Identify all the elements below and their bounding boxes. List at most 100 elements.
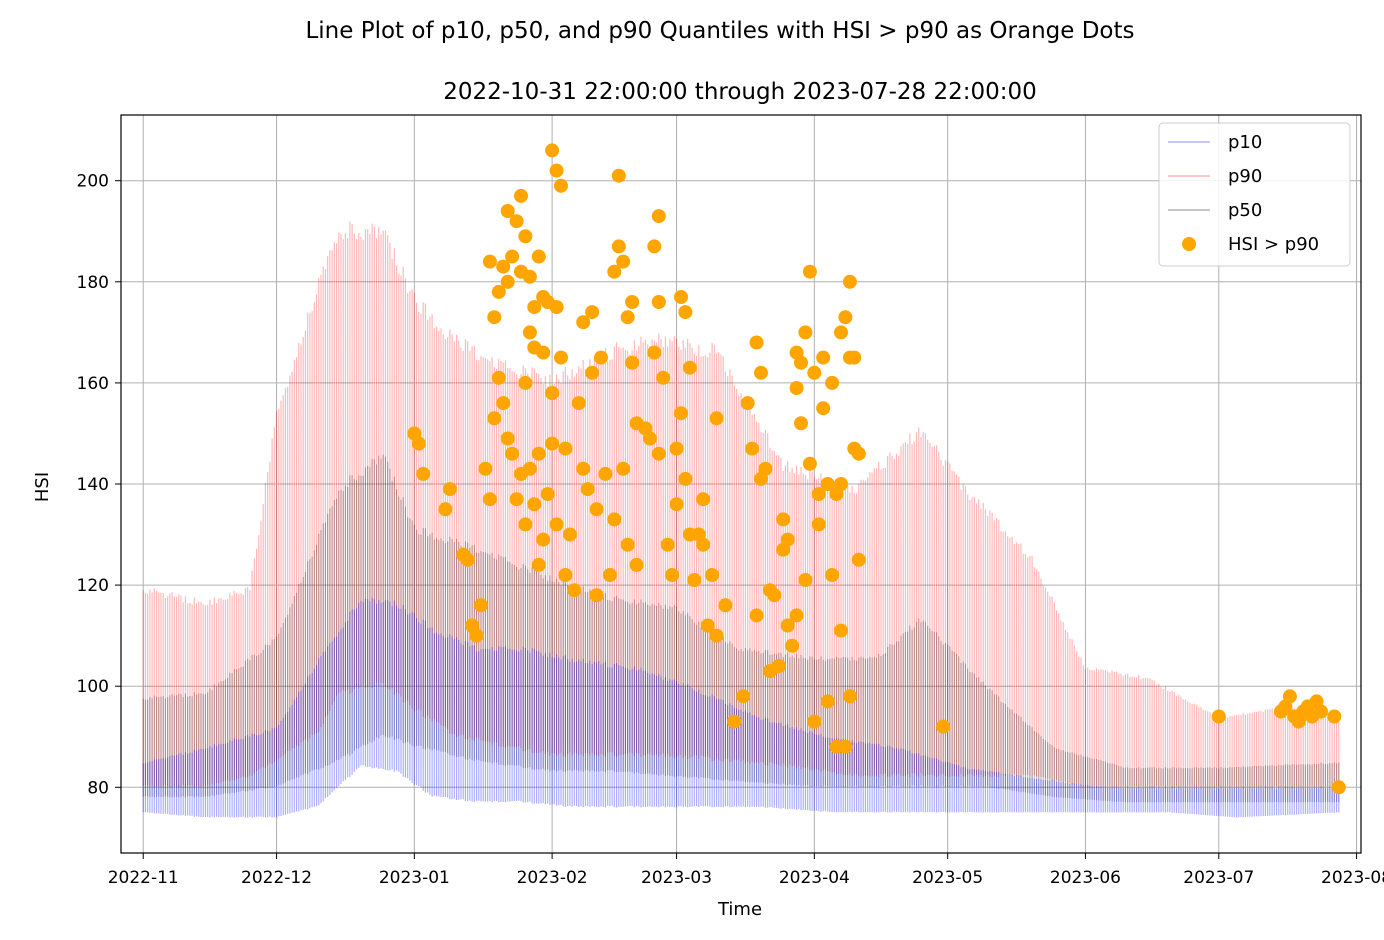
- scatter-point: [660, 537, 675, 552]
- scatter-point: [562, 527, 577, 542]
- scatter-point: [669, 441, 684, 456]
- x-tick-label: 2023-03: [641, 868, 712, 888]
- scatter-point: [585, 305, 600, 320]
- x-tick-label: 2023-04: [779, 868, 850, 888]
- scatter-point: [740, 396, 755, 411]
- scatter-point: [558, 441, 573, 456]
- scatter-point: [522, 269, 537, 284]
- legend-label: p90: [1228, 166, 1262, 187]
- scatter-point: [531, 557, 546, 572]
- chart-subtitle: 2022-10-31 22:00:00 through 2023-07-28 2…: [443, 79, 1037, 105]
- scatter-point: [607, 264, 622, 279]
- scatter-point: [758, 461, 773, 476]
- scatter-point: [842, 689, 857, 704]
- scatter-point: [709, 411, 724, 426]
- scatter-point: [536, 345, 551, 360]
- x-tick-label: 2023-01: [379, 868, 450, 888]
- scatter-point: [807, 714, 822, 729]
- scatter-point: [651, 446, 666, 461]
- scatter-point: [820, 477, 835, 491]
- scatter-point: [438, 502, 453, 517]
- scatter-point: [509, 214, 524, 229]
- scatter-point: [696, 492, 711, 507]
- scatter-point: [794, 416, 808, 431]
- scatter-point: [647, 239, 662, 254]
- scatter-point: [665, 568, 680, 582]
- scatter-point: [674, 290, 688, 304]
- scatter-point: [500, 204, 515, 218]
- scatter-point: [709, 628, 724, 643]
- scatter-point: [820, 694, 835, 709]
- scatter-point: [625, 295, 640, 309]
- y-tick-label: 200: [77, 172, 109, 192]
- scatter-point: [847, 350, 862, 365]
- y-tick-label: 140: [77, 475, 109, 495]
- scatter-point: [518, 375, 533, 390]
- scatter-point: [549, 163, 564, 178]
- scatter-point: [798, 325, 813, 340]
- scatter-point: [798, 573, 813, 587]
- chart-title: Line Plot of p10, p50, and p90 Quantiles…: [305, 18, 1134, 44]
- scatter-point: [749, 335, 764, 350]
- scatter-point: [491, 370, 506, 385]
- scatter-point: [642, 431, 657, 446]
- scatter-point: [1327, 709, 1342, 724]
- x-tick-label: 2022-11: [108, 868, 179, 888]
- y-tick-label: 80: [87, 778, 109, 798]
- scatter-point: [834, 477, 848, 491]
- scatter-point: [745, 441, 760, 456]
- y-tick-label: 160: [77, 374, 109, 394]
- scatter-point: [807, 365, 822, 380]
- scatter-point: [576, 461, 591, 476]
- scatter-point: [700, 618, 715, 633]
- scatter-point: [411, 436, 426, 451]
- legend: p10 p90 p50 HSI > p90: [1158, 122, 1351, 267]
- scatter-point: [851, 446, 866, 461]
- scatter-point: [518, 517, 533, 532]
- scatter-point: [789, 608, 804, 623]
- y-tick-label: 100: [77, 677, 109, 697]
- y-tick-label: 120: [77, 576, 109, 596]
- legend-swatch-marker: [1182, 237, 1196, 251]
- scatter-point: [811, 517, 826, 532]
- scatter-point: [460, 552, 475, 567]
- scatter-point: [816, 401, 831, 416]
- scatter-point: [567, 583, 582, 598]
- scatter-point: [491, 284, 506, 299]
- scatter-point: [651, 209, 666, 224]
- x-tick-label: 2023-07: [1183, 868, 1254, 888]
- scatter-point: [598, 466, 613, 481]
- legend-frame: [1158, 122, 1351, 267]
- scatter-point: [780, 618, 795, 633]
- scatter-point: [851, 552, 866, 567]
- scatter-point: [838, 739, 853, 754]
- scatter-point: [514, 188, 528, 203]
- scatter-point: [936, 719, 951, 734]
- scatter-point: [1282, 689, 1297, 704]
- scatter-point: [620, 537, 635, 552]
- scatter-point: [487, 310, 502, 325]
- legend-label: HSI > p90: [1228, 234, 1319, 255]
- scatter-point: [834, 325, 848, 340]
- scatter-point: [416, 466, 431, 481]
- y-tick-label: 180: [77, 273, 109, 293]
- scatter-point: [589, 502, 604, 517]
- scatter-point: [611, 168, 626, 183]
- scatter-point: [482, 254, 497, 269]
- scatter-point: [616, 461, 631, 476]
- scatter-point: [825, 375, 840, 390]
- scatter-point: [705, 568, 720, 582]
- scatter-point: [545, 386, 560, 400]
- scatter-point: [749, 608, 764, 623]
- scatter-point: [816, 350, 831, 365]
- scatter-point: [496, 396, 511, 411]
- x-tick-label: 2023-05: [912, 868, 983, 888]
- scatter-point: [505, 446, 520, 461]
- scatter-point: [1314, 704, 1328, 719]
- x-tick-label: 2023-02: [517, 868, 588, 888]
- scatter-points: [407, 143, 1346, 795]
- scatter-point: [696, 537, 711, 552]
- series-bands: [142, 221, 1340, 818]
- scatter-point: [527, 497, 542, 512]
